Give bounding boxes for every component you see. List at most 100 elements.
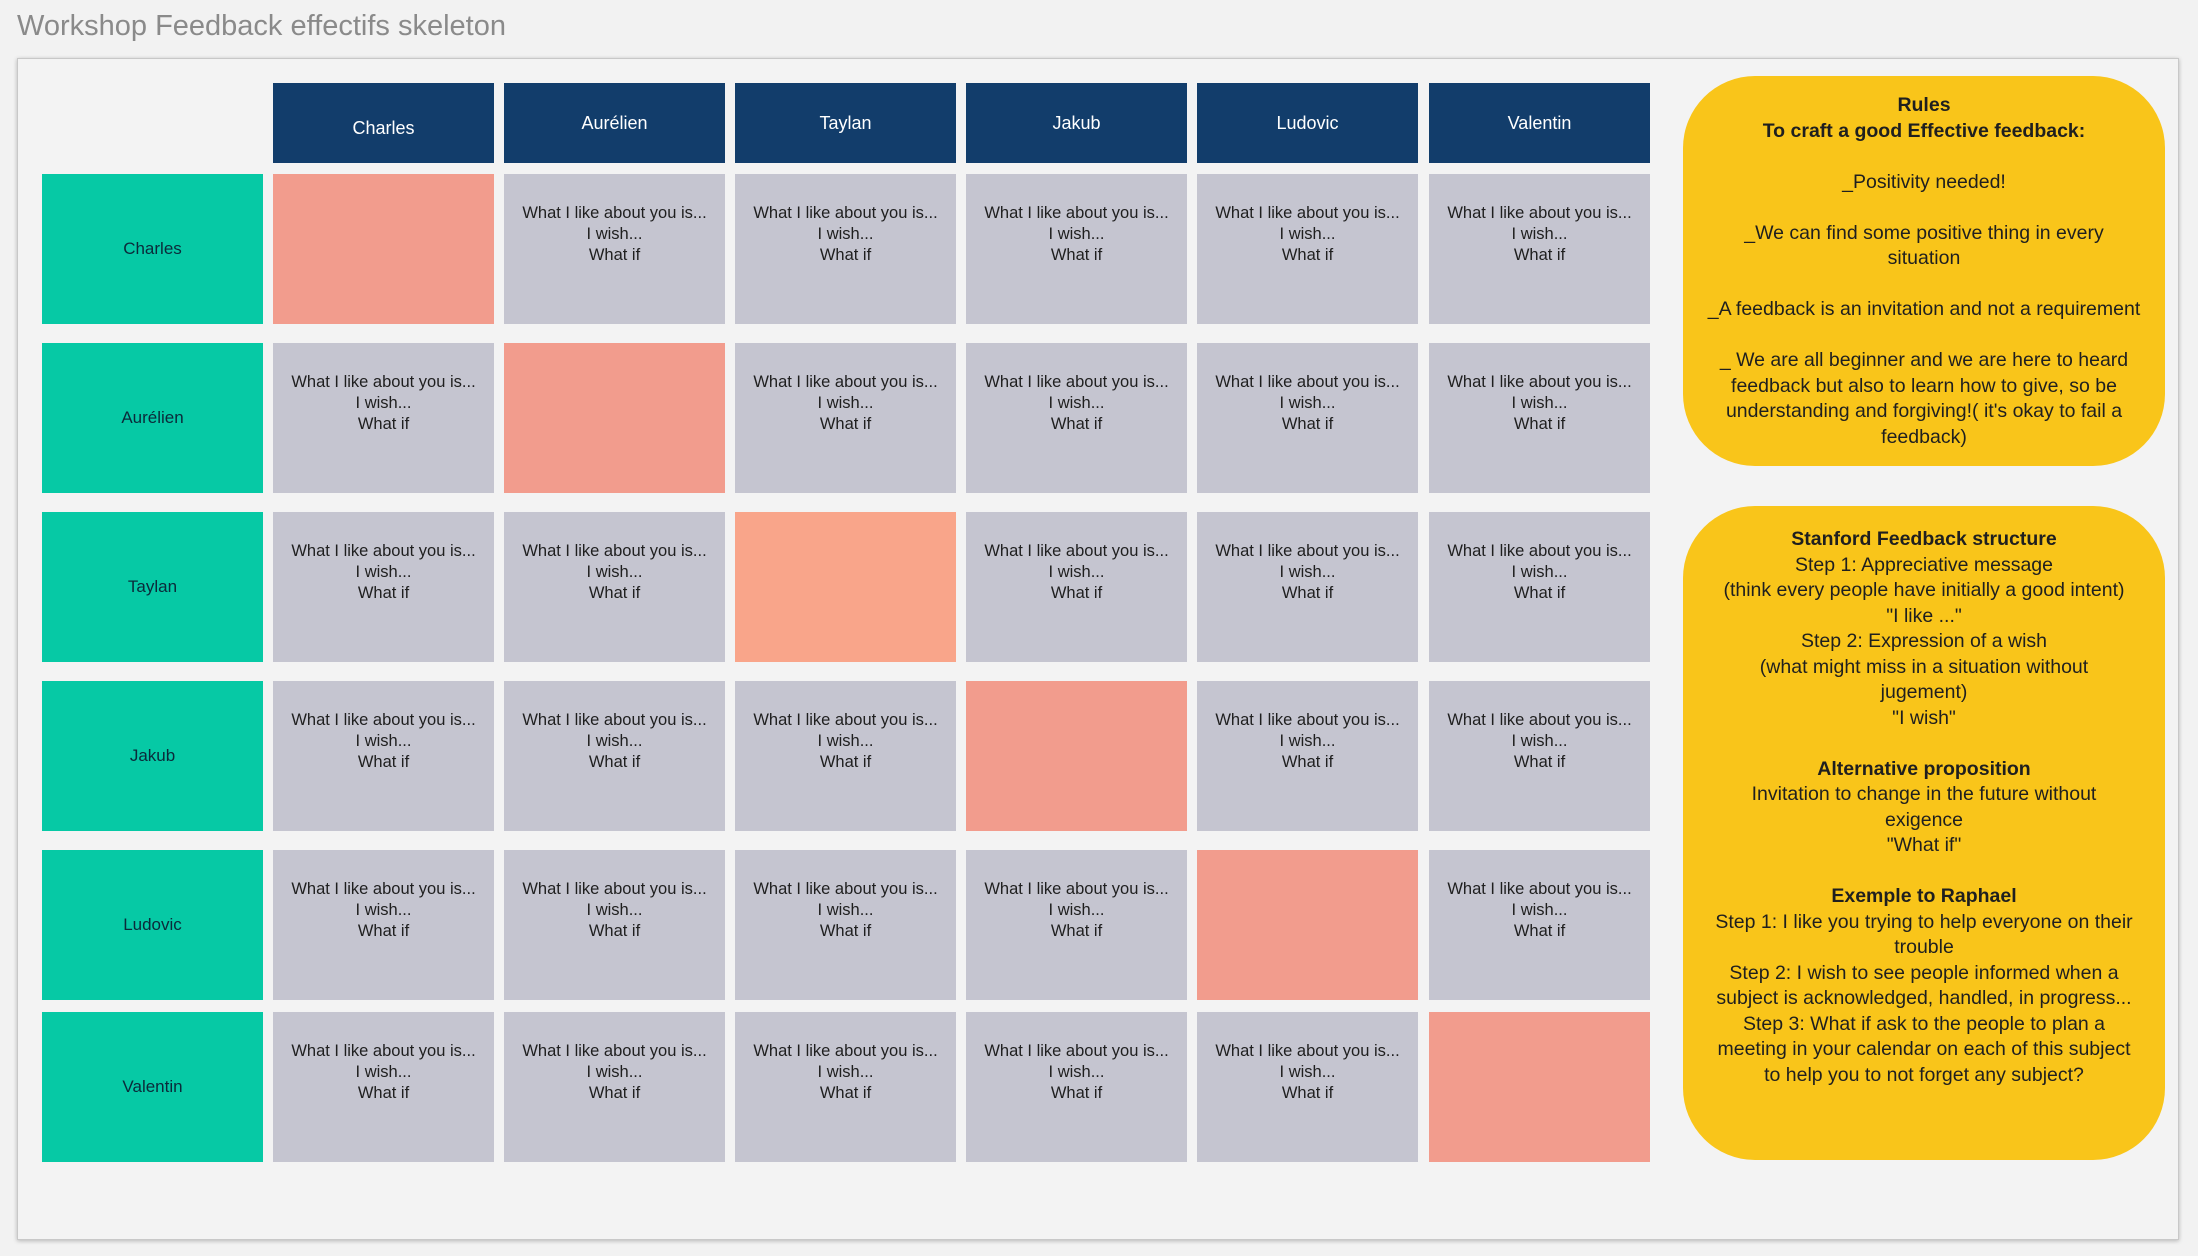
feedback-card[interactable]: What I like about you is... I wish... What… [735,850,956,1000]
stanford-sticky-note[interactable]: Stanford Feedback structure Step 1: Appre… [1683,506,2165,1160]
note-heading: Stanford Feedback structure [1791,528,2057,550]
column-header-aurelien[interactable]: Aurélien [504,83,725,163]
feedback-prompt-line: I wish... [1279,562,1336,581]
note-line: (think every people have initially a goo… [1723,579,2125,601]
note-spacer [1701,323,2147,349]
self-feedback-card[interactable] [273,174,494,324]
note-spacer [1701,195,2147,221]
column-header-charles[interactable]: Charles [273,83,494,163]
feedback-card[interactable]: What I like about you is... I wish... What… [1429,174,1650,324]
feedback-card[interactable]: What I like about you is... I wish... What… [1429,512,1650,662]
feedback-prompt-line: I wish... [1048,1062,1105,1081]
feedback-card[interactable]: What I like about you is... I wish... What… [1197,174,1418,324]
feedback-prompt-line: What I like about you is... [522,1041,707,1060]
feedback-prompt-line: I wish... [817,224,874,243]
rules-sticky-note[interactable]: Rules To craft a good Effective feedback:… [1683,76,2165,466]
feedback-prompt-line: What if [1281,414,1334,433]
feedback-card[interactable]: What I like about you is... I wish... What… [504,512,725,662]
feedback-prompt-line: What if [819,414,872,433]
feedback-prompt-line: What I like about you is... [291,372,476,391]
feedback-prompt-line: What if [1281,1083,1334,1102]
note-line: "I like ..." [1886,604,1962,627]
column-header-valentin[interactable]: Valentin [1429,83,1650,163]
feedback-prompt-line: What I like about you is... [291,541,476,560]
feedback-card[interactable]: What I like about you is... I wish... What… [1197,1012,1418,1162]
self-feedback-card[interactable] [1197,850,1418,1000]
note-line: situation [1887,247,1961,269]
note-spacer [1701,272,2147,298]
feedback-card[interactable]: What I like about you is... I wish... What… [735,343,956,493]
row-header-ludovic[interactable]: Ludovic [42,850,263,1000]
feedback-card[interactable]: What I like about you is... I wish... What… [735,174,956,324]
feedback-prompt-line: What I like about you is... [291,1041,476,1060]
feedback-card[interactable]: What I like about you is... I wish... What… [504,174,725,324]
feedback-card[interactable]: What I like about you is... I wish... What… [273,512,494,662]
note-line: _We can find some positive thing in ever… [1744,221,2104,244]
column-header-ludovic[interactable]: Ludovic [1197,83,1418,163]
feedback-prompt-line: What I like about you is... [522,710,707,729]
feedback-card[interactable]: What I like about you is... I wish... What… [273,1012,494,1162]
note-heading: Alternative proposition [1817,757,2031,780]
row-header-aurelien[interactable]: Aurélien [42,343,263,493]
feedback-prompt-line: What I like about you is... [522,541,707,560]
note-line: (what might miss in a situation without [1759,655,2089,678]
note-line: _ We are all beginner and we are here to… [1719,349,2129,371]
feedback-prompt-line: What I like about you is... [984,541,1169,560]
feedback-prompt-line: I wish... [586,1062,643,1081]
feedback-prompt-line: What I like about you is... [1215,372,1400,391]
feedback-prompt-line: What if [1050,921,1103,940]
feedback-card[interactable]: What I like about you is... I wish... What… [273,681,494,831]
feedback-prompt-line: I wish... [1048,393,1105,412]
self-feedback-card[interactable] [504,343,725,493]
feedback-prompt-line: What if [1281,583,1334,602]
row-header-charles[interactable]: Charles [42,174,263,324]
column-header-taylan[interactable]: Taylan [735,83,956,163]
feedback-card[interactable]: What I like about you is... I wish... What… [1197,343,1418,493]
feedback-card[interactable]: What I like about you is... I wish... What… [504,850,725,1000]
feedback-card[interactable]: What I like about you is... I wish... What… [966,512,1187,662]
feedback-prompt-line: What I like about you is... [1215,1041,1400,1060]
feedback-prompt-line: What if [1281,245,1334,264]
feedback-card[interactable]: What I like about you is... I wish... What… [273,343,494,493]
feedback-card[interactable]: What I like about you is... I wish... What… [966,850,1187,1000]
feedback-prompt-line: What if [357,414,410,433]
feedback-card[interactable]: What I like about you is... I wish... What… [735,1012,956,1162]
feedback-card[interactable]: What I like about you is... I wish... What… [1429,343,1650,493]
feedback-card[interactable]: What I like about you is... I wish... What… [1429,850,1650,1000]
feedback-prompt-line: I wish... [817,731,874,750]
feedback-prompt-line: What I like about you is... [753,203,938,222]
row-header-valentin[interactable]: Valentin [42,1012,263,1162]
feedback-card[interactable]: What I like about you is... I wish... What… [966,174,1187,324]
feedback-prompt-line: What I like about you is... [522,879,707,898]
feedback-prompt-line: I wish... [355,393,412,412]
self-feedback-card[interactable] [735,512,956,662]
feedback-prompt-line: What if [1513,921,1566,940]
note-line: Invitation to change in the future witho… [1751,783,2097,805]
feedback-card[interactable]: What I like about you is... I wish... What… [966,343,1187,493]
feedback-card[interactable]: What I like about you is... I wish... What… [273,850,494,1000]
feedback-prompt-line: What I like about you is... [1447,203,1632,222]
self-feedback-card[interactable] [966,681,1187,831]
feedback-prompt-line: I wish... [1048,562,1105,581]
row-header-taylan[interactable]: Taylan [42,512,263,662]
feedback-prompt-line: I wish... [1511,900,1568,919]
feedback-card[interactable]: What I like about you is... I wish... What… [504,681,725,831]
row-header-jakub[interactable]: Jakub [42,681,263,831]
column-header-jakub[interactable]: Jakub [966,83,1187,163]
feedback-prompt-line: I wish... [586,224,643,243]
feedback-card[interactable]: What I like about you is... I wish... What… [1197,512,1418,662]
feedback-card[interactable]: What I like about you is... I wish... What… [966,1012,1187,1162]
self-feedback-card[interactable] [1429,1012,1650,1162]
feedback-prompt-line: What if [357,921,410,940]
note-line: "What if" [1886,834,1962,856]
feedback-card[interactable]: What I like about you is... I wish... What… [735,681,956,831]
feedback-card[interactable]: What I like about you is... I wish... What… [504,1012,725,1162]
feedback-prompt-line: What if [357,752,410,771]
feedback-card[interactable]: What I like about you is... I wish... What… [1197,681,1418,831]
feedback-prompt-line: What if [1050,1083,1103,1102]
note-line: jugement) [1880,681,1968,703]
note-line: "I wish" [1892,706,1956,729]
feedback-prompt-line: What I like about you is... [522,203,707,222]
feedback-prompt-line: What if [1050,583,1103,602]
feedback-card[interactable]: What I like about you is... I wish... What… [1429,681,1650,831]
